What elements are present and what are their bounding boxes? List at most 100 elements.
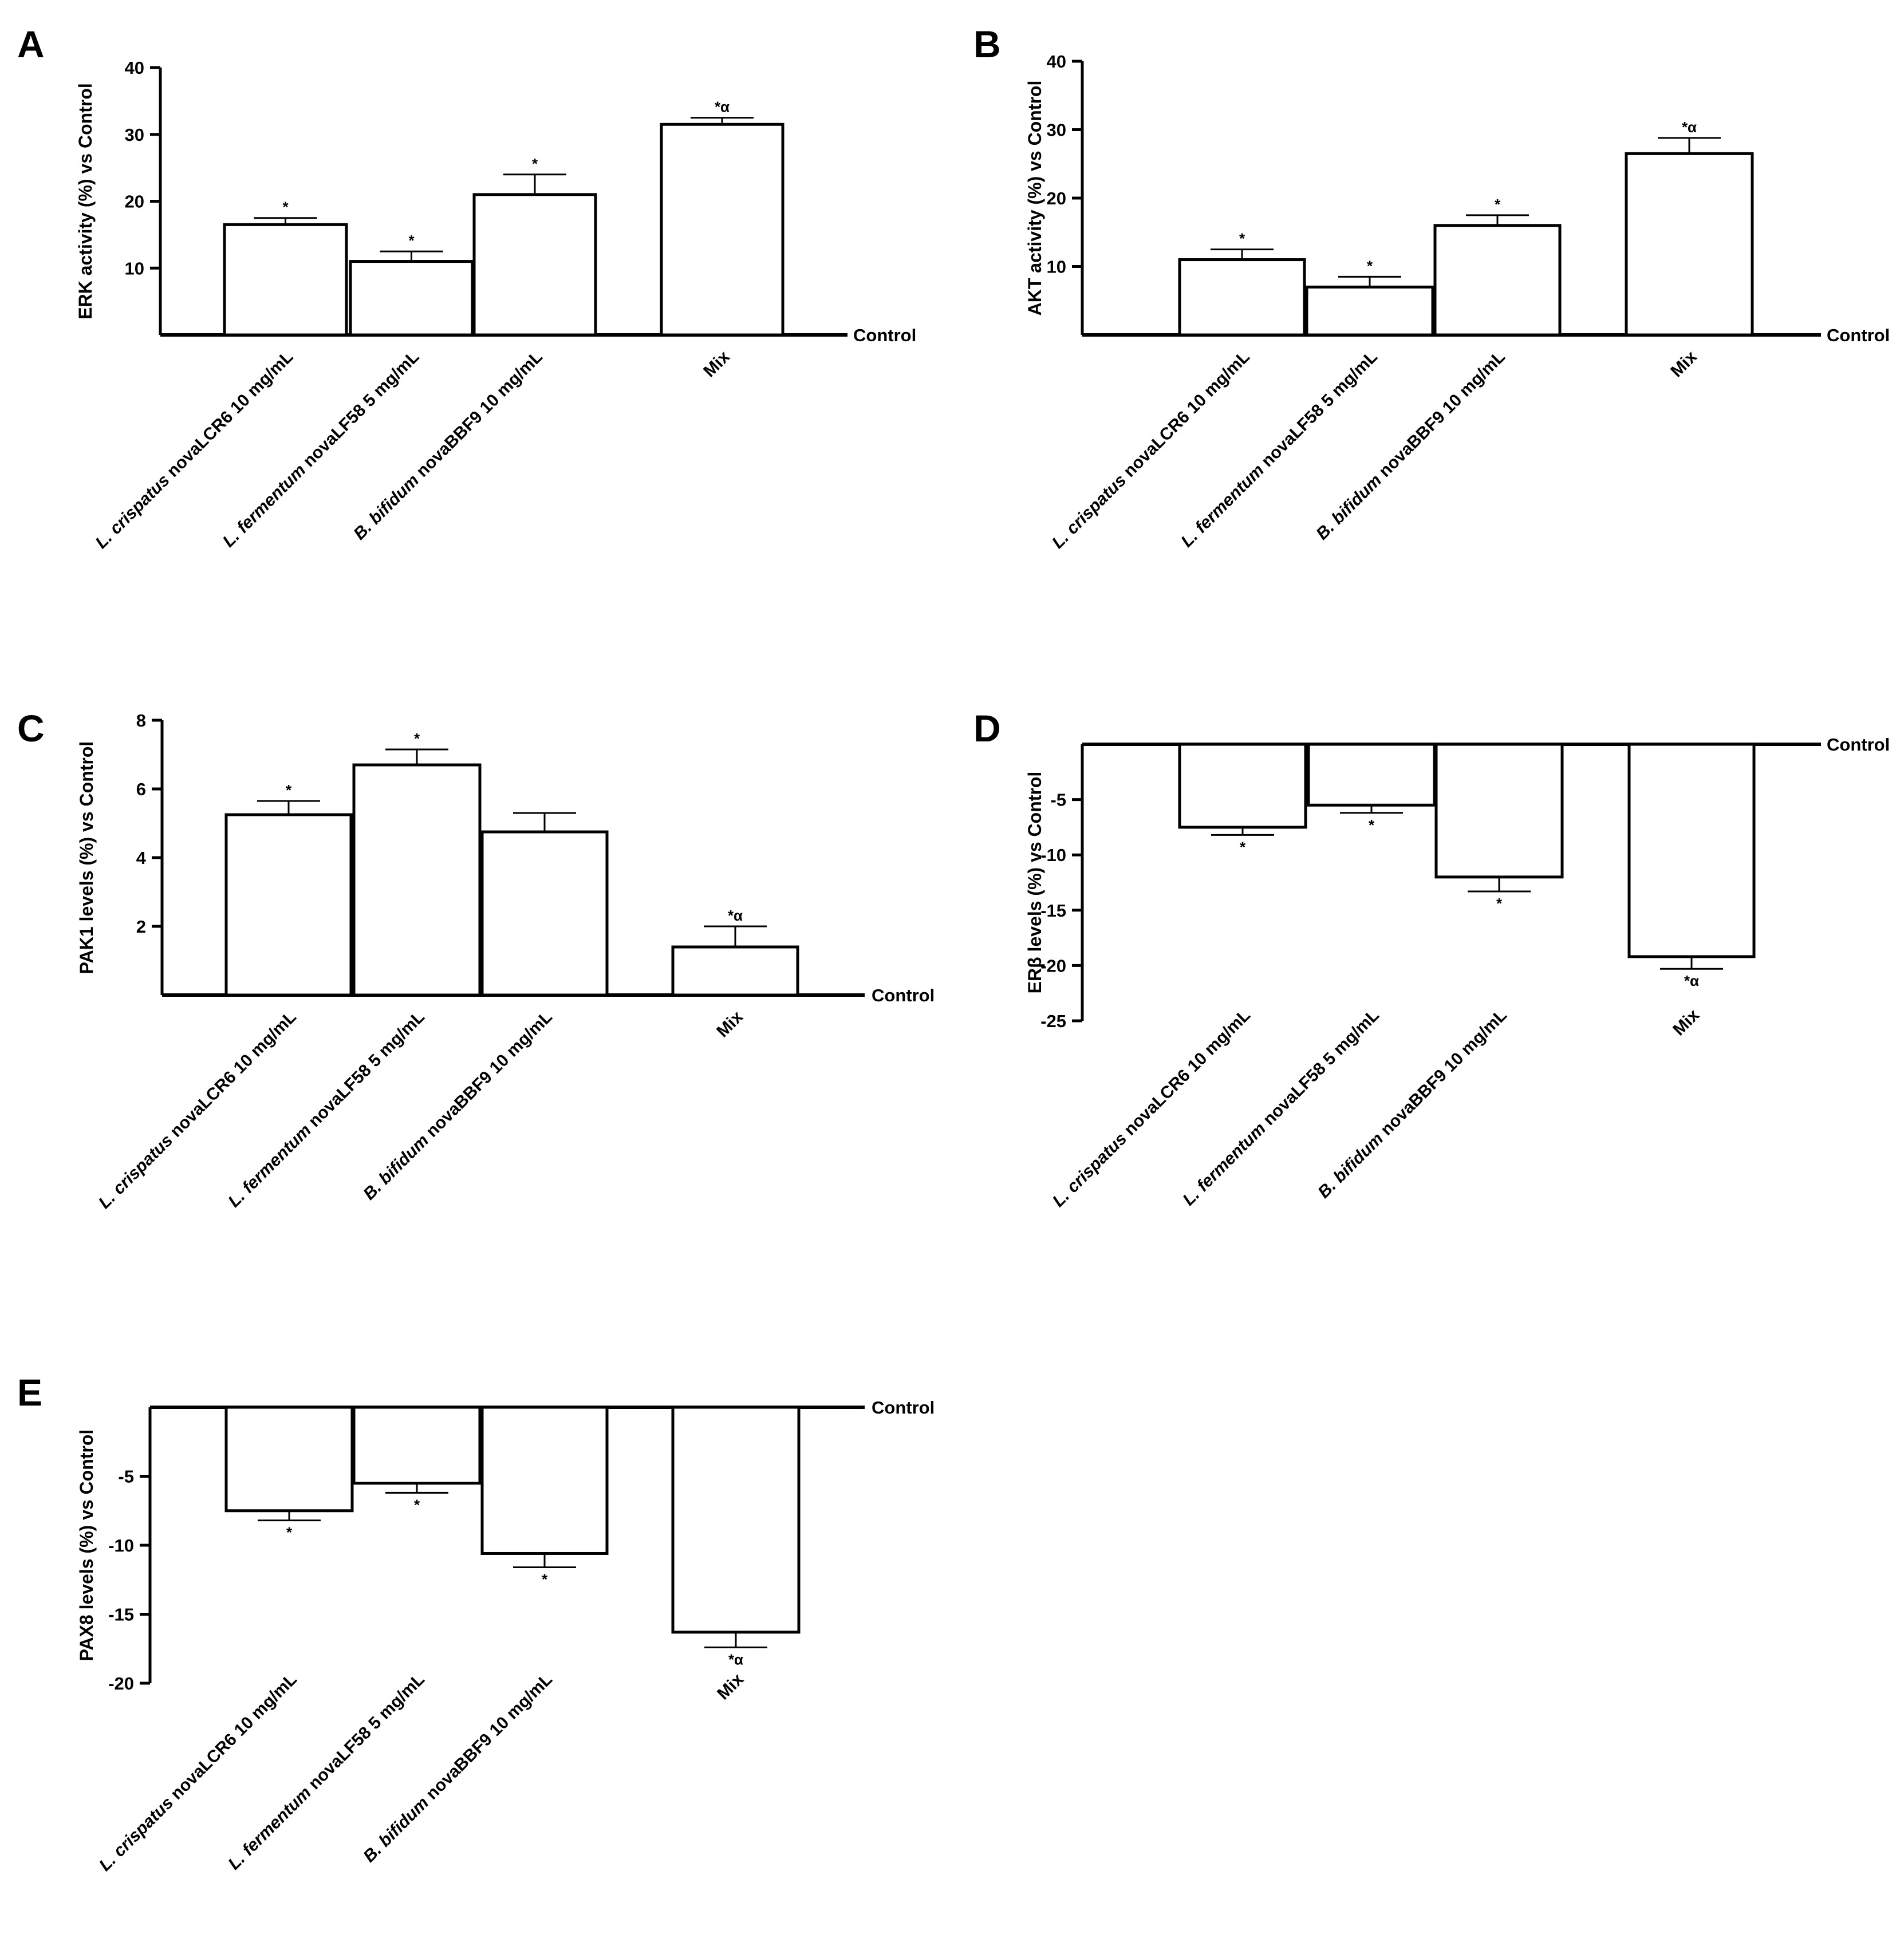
category-label-italic: L. fermentum — [224, 1783, 315, 1874]
y-tick-label: -20 — [108, 1673, 134, 1694]
category-label: L. fermentum novaLF58 5 mg/mL — [219, 348, 423, 551]
bar — [480, 830, 609, 997]
y-tick-label: 4 — [136, 848, 147, 868]
category-label-italic: L. crispatus — [1048, 471, 1130, 552]
category-label-italic: L. crispatus — [95, 1131, 176, 1212]
category-label-rest: novaBBF9 10 mg/mL — [1374, 1006, 1511, 1143]
bar — [660, 123, 785, 337]
y-tick-label: 40 — [1047, 52, 1066, 72]
panel-d: D Control -5 -10 -15 -20 -25 ERβ levels (%) vs … — [973, 707, 1890, 1211]
significance-marker: * — [282, 199, 289, 216]
panel-c: C Control 2 4 6 8 PAK1 levels (%) vs Control * L… — [17, 707, 935, 1213]
significance-marker: * — [1240, 838, 1246, 855]
y-tick-label: -5 — [118, 1467, 134, 1487]
panel-a: A Control 10 20 30 40 ERK activity (%) vs Cont… — [17, 23, 916, 552]
significance-marker: * — [286, 1524, 293, 1541]
y-tick-label: 10 — [1047, 257, 1066, 277]
y-tick-label: 10 — [125, 258, 144, 278]
bar — [671, 945, 799, 997]
y-tick-label: 20 — [125, 192, 144, 212]
category-label: Mix — [1669, 1005, 1703, 1039]
significance-marker: * — [1495, 196, 1501, 213]
bar — [671, 1406, 801, 1634]
control-label: Control — [872, 985, 935, 1005]
significance-marker: * — [408, 232, 415, 249]
significance-marker: *α — [728, 1651, 743, 1668]
category-label: Mix — [700, 347, 734, 381]
bar — [223, 223, 348, 337]
y-tick-label: 6 — [136, 779, 146, 799]
y-tick-label: -10 — [1040, 845, 1066, 865]
bar — [480, 1406, 609, 1555]
category-label-italic: L. crispatus — [92, 471, 173, 552]
panel-letter: C — [17, 707, 45, 749]
bar — [1433, 224, 1562, 337]
category-label-italic: L. crispatus — [96, 1793, 177, 1874]
y-tick-label: 8 — [136, 711, 146, 731]
y-axis-title: ERK activity (%) vs Control — [75, 83, 96, 319]
category-label-rest: novaLF58 5 mg/mL — [1255, 348, 1381, 474]
category-label-rest: novaLF58 5 mg/mL — [302, 1008, 428, 1134]
category-label-rest: novaLF58 5 mg/mL — [1256, 1006, 1383, 1132]
significance-marker: *α — [1684, 972, 1699, 989]
y-tick-label: -25 — [1040, 1011, 1066, 1031]
category-label-rest: novaLCR6 10 mg/mL — [163, 1008, 300, 1144]
category-label: L. crispatus novaLCR6 10 mg/mL — [1049, 1006, 1254, 1211]
y-axis-title: PAX8 levels (%) vs Control — [76, 1430, 97, 1661]
significance-marker: * — [532, 155, 538, 172]
panel-letter: B — [973, 23, 1001, 65]
category-label: L. crispatus novaLCR6 10 mg/mL — [92, 348, 297, 552]
category-label-rest: novaLCR6 10 mg/mL — [164, 1670, 301, 1807]
category-label-rest: novaBBF9 10 mg/mL — [419, 1008, 556, 1144]
bar — [1305, 285, 1434, 337]
significance-marker: * — [414, 1496, 420, 1513]
significance-marker: * — [542, 1571, 548, 1588]
significance-marker: *α — [715, 98, 730, 116]
category-label-italic: L. fermentum — [219, 461, 310, 551]
y-axis-title: AKT activity (%) vs Control — [1024, 81, 1045, 316]
category-label: Mix — [713, 1007, 747, 1041]
bar — [349, 260, 474, 337]
y-tick-label: 20 — [1047, 188, 1066, 208]
panel-e: E Control -5 -10 -15 -20 PAX8 levels (%) vs Co… — [17, 1371, 935, 1875]
y-tick-label: -15 — [108, 1605, 134, 1625]
significance-marker: * — [1369, 816, 1375, 834]
y-axis-title: PAK1 levels (%) vs Control — [76, 741, 97, 974]
significance-marker: * — [1239, 230, 1245, 247]
category-label-rest: Mix — [700, 347, 734, 381]
bar — [1627, 743, 1756, 958]
category-label-italic: B. bifidum — [1314, 1129, 1387, 1202]
significance-marker: * — [286, 781, 292, 799]
category-label-italic: L. fermentum — [1179, 1119, 1270, 1210]
category-label-rest: Mix — [713, 1669, 747, 1703]
category-label-rest: novaBBF9 10 mg/mL — [1372, 348, 1509, 484]
bar — [1178, 743, 1307, 829]
y-tick-label: -10 — [108, 1536, 134, 1556]
y-axis-title: ERβ levels (%) vs Control — [1024, 772, 1045, 994]
category-label: Mix — [713, 1669, 747, 1703]
category-label-italic: L. fermentum — [1177, 461, 1268, 551]
significance-marker: * — [1496, 895, 1503, 912]
category-label-rest: novaLCR6 10 mg/mL — [1117, 348, 1253, 484]
bar — [352, 763, 482, 997]
category-label: L. crispatus novaLCR6 10 mg/mL — [96, 1670, 301, 1875]
category-label: L. fermentum novaLF58 5 mg/mL — [224, 1670, 428, 1874]
category-label: L. fermentum novaLF58 5 mg/mL — [1177, 348, 1381, 551]
y-tick-label: 30 — [125, 125, 144, 145]
bar — [1307, 743, 1436, 807]
category-label: Mix — [1667, 347, 1701, 381]
bar — [1625, 152, 1754, 337]
category-label-rest: Mix — [1667, 347, 1701, 381]
category-label-rest: novaLF58 5 mg/mL — [302, 1670, 428, 1797]
category-label-italic: L. fermentum — [224, 1121, 315, 1211]
category-label-rest: novaLCR6 10 mg/mL — [160, 348, 297, 484]
control-label: Control — [872, 1398, 935, 1418]
control-label: Control — [853, 325, 916, 345]
y-tick-label: 30 — [1047, 120, 1066, 140]
bar — [352, 1406, 482, 1485]
category-label-italic: B. bifidum — [350, 471, 423, 543]
category-label-italic: B. bifidum — [360, 1131, 432, 1203]
y-tick-label: -20 — [1040, 956, 1066, 976]
